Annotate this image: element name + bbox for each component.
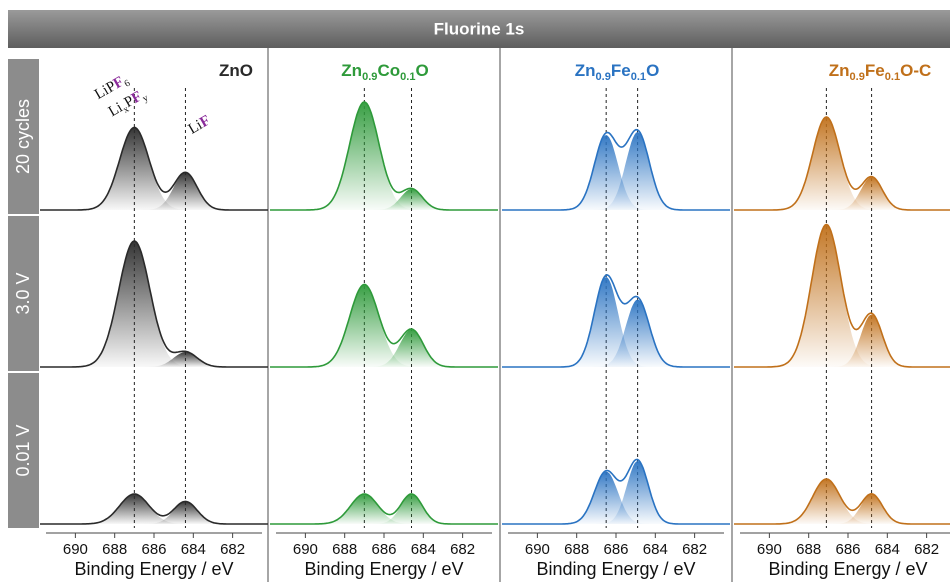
- envelope: [270, 283, 498, 368]
- x-tick-label: 686: [603, 541, 628, 558]
- x-tick-label: 684: [875, 541, 900, 558]
- x-axis-label: Binding Energy / eV: [74, 559, 233, 579]
- peak-component: [828, 177, 915, 210]
- row-label-bar: [8, 373, 39, 528]
- envelope: [270, 493, 498, 525]
- peak-component: [75, 127, 194, 210]
- x-tick-label: 690: [757, 541, 782, 558]
- peak-component: [767, 224, 886, 367]
- x-tick-label: 686: [835, 541, 860, 558]
- x-tick-label: 684: [643, 541, 668, 558]
- peak-component: [590, 299, 685, 367]
- x-tick-label: 690: [63, 541, 88, 558]
- chart-title: Fluorine 1s: [434, 19, 525, 38]
- x-tick-label: 688: [796, 541, 821, 558]
- x-axis-label: Binding Energy / eV: [304, 559, 463, 579]
- envelope: [40, 493, 268, 525]
- x-tick-label: 682: [914, 541, 939, 558]
- peak-component: [828, 314, 915, 367]
- x-axis-label: Binding Energy / eV: [768, 559, 927, 579]
- peak-component: [368, 494, 455, 524]
- envelope: [502, 274, 730, 368]
- x-tick-label: 682: [220, 541, 245, 558]
- sample-label: ZnO: [219, 61, 253, 80]
- sample-label: Zn0.9Co0.1O: [341, 61, 428, 83]
- peak-component: [771, 117, 882, 210]
- peak-component: [559, 135, 654, 210]
- x-tick-label: 686: [371, 541, 396, 558]
- panel: [40, 88, 268, 528]
- peak-component: [71, 241, 198, 367]
- peak-component: [828, 494, 915, 524]
- peak-component: [138, 172, 233, 210]
- x-tick-label: 688: [332, 541, 357, 558]
- x-tick-label: 690: [293, 541, 318, 558]
- peak-component: [138, 352, 233, 367]
- envelope: [40, 240, 268, 368]
- peak-component: [305, 102, 424, 210]
- envelope: [734, 116, 950, 211]
- x-tick-label: 686: [141, 541, 166, 558]
- header-bar: [8, 10, 950, 48]
- envelope: [502, 458, 730, 525]
- x-tick-label: 682: [450, 541, 475, 558]
- row-label-bar: [8, 59, 39, 214]
- peak-component: [559, 277, 654, 367]
- peak-component: [138, 501, 233, 524]
- x-axis-label: Binding Energy / eV: [536, 559, 695, 579]
- panel: [502, 88, 730, 528]
- envelope: [734, 478, 950, 525]
- envelope: [40, 126, 268, 211]
- peak-annotation: LiF: [186, 113, 213, 138]
- peak-component: [364, 329, 459, 367]
- x-tick-label: 684: [411, 541, 436, 558]
- peak-component: [590, 132, 685, 210]
- peak-component: [771, 479, 882, 524]
- x-tick-label: 682: [682, 541, 707, 558]
- sample-label: Zn0.9Fe0.1O: [575, 61, 660, 83]
- panel: [734, 88, 950, 528]
- row-label-bar: [8, 216, 39, 371]
- peak-component: [594, 461, 681, 524]
- sample-label: Zn0.9Fe0.1O-C: [829, 61, 932, 83]
- peak-component: [75, 494, 194, 524]
- row-label: 0.01 V: [13, 424, 33, 476]
- panel: [270, 88, 498, 528]
- peak-component: [559, 471, 654, 524]
- x-tick-label: 690: [525, 541, 550, 558]
- peak-component: [305, 284, 424, 367]
- envelope: [734, 223, 950, 368]
- envelope: [502, 128, 730, 211]
- x-tick-label: 684: [181, 541, 206, 558]
- row-label: 3.0 V: [13, 272, 33, 314]
- row-label: 20 cycles: [13, 99, 33, 174]
- envelope: [270, 101, 498, 211]
- x-tick-label: 688: [102, 541, 127, 558]
- x-tick-label: 688: [564, 541, 589, 558]
- peak-component: [368, 189, 455, 210]
- peak-component: [309, 494, 420, 524]
